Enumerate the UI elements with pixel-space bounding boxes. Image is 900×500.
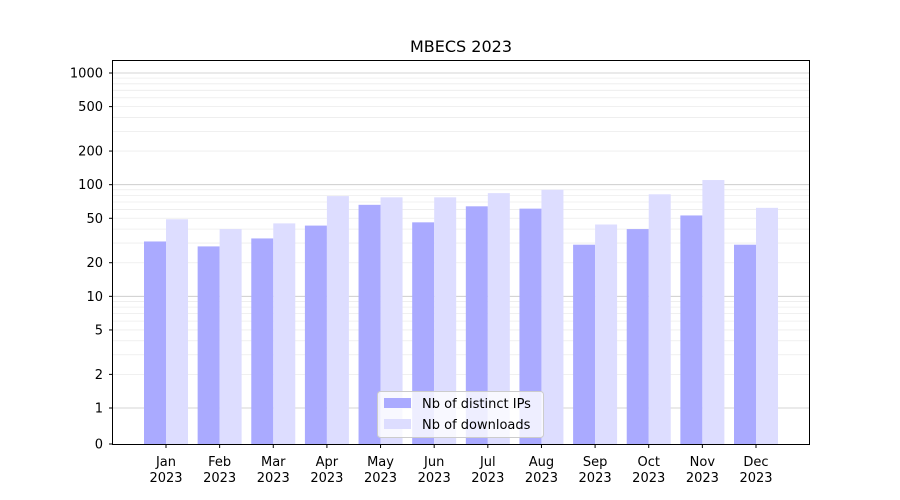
x-tick-label: Feb 2023 [203, 455, 236, 486]
y-tick-label: 5 [95, 323, 103, 338]
bar-downloads [756, 207, 778, 444]
x-tick-label: Mar 2023 [257, 455, 290, 486]
y-axis: 0 1 2 5 10 20 50 100 200 500 1000 [70, 67, 113, 453]
bar-downloads [702, 180, 725, 444]
bar-distinct-ips [144, 241, 166, 444]
y-tick-label: 1000 [70, 67, 103, 82]
legend: Nb of distinct IPs Nb of downloads [377, 391, 544, 438]
bar-downloads [326, 196, 349, 444]
x-tick-label: Nov 2023 [686, 455, 719, 486]
bar-distinct-ips [519, 208, 542, 444]
bar-downloads [219, 229, 242, 444]
x-tick-label: May 2023 [364, 455, 397, 486]
plot-frame [112, 60, 810, 445]
bar-downloads [648, 194, 671, 444]
y-tick-label: 500 [78, 100, 103, 115]
y-tick-label: 100 [78, 178, 103, 193]
y-tick-label: 2 [95, 368, 103, 383]
bar-distinct-ips [251, 238, 274, 444]
bars [144, 180, 778, 444]
y-tick-label: 200 [78, 145, 103, 160]
bar-downloads [487, 193, 510, 444]
bar-downloads [380, 197, 403, 444]
legend-swatch-distinct-ips [384, 398, 411, 408]
x-tick-label: Aug 2023 [525, 455, 558, 486]
y-tick-label: 1 [95, 402, 103, 417]
bar-downloads [273, 223, 296, 444]
bar-downloads [595, 224, 618, 444]
bar-distinct-ips [358, 204, 381, 444]
bar-distinct-ips [573, 244, 596, 444]
legend-label-downloads: Nb of downloads [422, 418, 531, 433]
x-tick-label: Oct 2023 [632, 455, 665, 486]
bar-distinct-ips [734, 244, 756, 444]
y-tick-label: 10 [86, 290, 103, 305]
x-tick-label: Jan 2023 [149, 455, 182, 486]
legend-box [377, 391, 544, 438]
y-tick-label: 50 [86, 212, 103, 227]
x-axis: Jan 2023 Feb 2023 Mar 2023 Apr 2023 May 2023 Jun 20… [149, 444, 773, 486]
x-tick-label: Jun 2023 [418, 455, 451, 486]
bar-distinct-ips [680, 215, 703, 444]
bar-downloads [541, 189, 564, 444]
chart-title: MBECS 2023 [410, 37, 512, 56]
legend-label-distinct-ips: Nb of distinct IPs [422, 397, 531, 412]
bar-downloads [434, 197, 457, 444]
x-tick-label: Apr 2023 [310, 455, 343, 486]
bar-distinct-ips [465, 206, 488, 444]
x-tick-label: Jul 2023 [471, 455, 504, 486]
x-tick-label: Sep 2023 [579, 455, 612, 486]
bar-distinct-ips [197, 246, 220, 444]
bar-downloads [166, 219, 188, 444]
x-tick-label: Dec 2023 [739, 455, 772, 486]
legend-swatch-downloads [384, 419, 411, 429]
bar-distinct-ips [304, 225, 327, 444]
y-tick-label: 0 [95, 438, 103, 453]
bar-distinct-ips [626, 229, 649, 444]
y-tick-label: 20 [86, 256, 103, 271]
bar-distinct-ips [412, 222, 435, 444]
